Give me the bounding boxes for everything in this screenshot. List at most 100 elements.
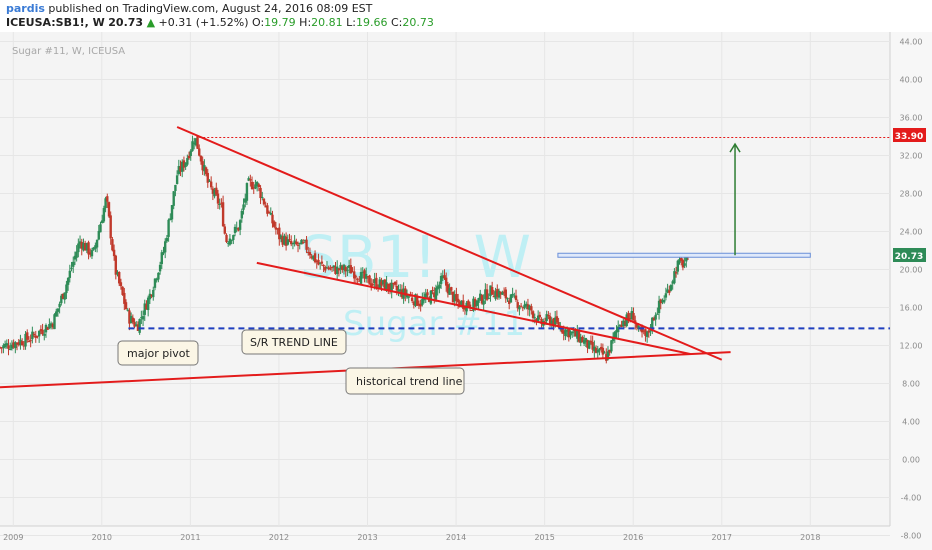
published-text: published on TradingView.com, August 24,… [48,2,373,15]
candle-body [431,289,434,291]
candle-body [533,317,536,319]
candle-body [204,167,208,175]
price-tick-label: 24.00 [900,228,923,237]
candle-body [671,281,674,284]
candle-body [167,219,170,237]
candle-body [163,241,167,253]
time-tick-label: 2012 [269,533,289,542]
callout-historical-text: historical trend line [356,375,463,388]
candle-body [564,329,567,337]
candle-body [594,348,598,353]
candle-body [383,279,387,290]
candle-body [89,252,92,255]
candle-body [591,342,594,350]
candle-body [199,155,203,162]
candle-body [3,343,7,348]
price-axis [890,32,932,550]
candle-body [450,287,453,291]
candle-body [354,276,358,278]
candle-body [2,345,5,349]
price-tick-label: 0.00 [902,456,920,465]
candle-body [487,297,490,299]
candle-body [60,295,63,304]
candle-body [492,295,496,298]
candle-body [477,298,480,303]
candle-body [674,272,678,274]
candle-body [482,300,485,305]
candle-body [198,148,201,156]
last-price-label: 20.73 [893,248,926,262]
candle-body [274,227,278,230]
candle-body [72,261,75,267]
candle-body [499,291,502,295]
candle-body [683,263,686,266]
candle-body [358,280,361,282]
time-tick-label: 2015 [534,533,554,542]
candle-body [259,187,262,199]
price-chart[interactable]: SB1!, W Sugar #11 Sugar #11, W, ICEUSA m… [0,32,932,550]
candle-body [39,329,43,332]
candle-body [426,292,429,296]
candle-body [397,289,400,292]
candle-body [421,298,424,305]
callout-major-pivot: major pivot [117,340,199,366]
candle-body [480,295,484,304]
candle-body [37,330,41,337]
candle-body [192,142,196,144]
callout-sr-text: S/R TREND LINE [250,336,338,349]
candle-body [145,304,148,310]
candle-body [34,335,37,338]
candle-body [632,313,635,321]
candle-body [15,342,19,345]
author-link[interactable]: pardis [6,2,45,15]
candle-body [32,333,36,335]
candle-body [22,345,26,347]
candle-body [165,237,169,242]
candle-body [296,244,300,246]
candle-body [439,275,443,285]
candle-body [363,270,366,279]
candle-body [70,267,73,269]
candle-body [284,236,288,246]
candle-body [58,303,61,308]
candle-body [267,212,271,214]
candle-body [581,336,584,343]
candle-body [303,240,307,242]
callout-historical-trend-line: historical trend line [345,367,465,395]
candle-body [194,138,198,146]
candle-body [616,326,620,333]
candle-body [485,289,489,300]
candle-body [405,295,409,298]
candle-body [407,296,410,298]
candle-body [416,295,419,306]
candle-body [414,294,417,307]
candle-body [330,267,334,269]
candle-body [557,321,560,328]
candle-body [613,331,616,338]
candle-body [511,293,514,296]
candle-body [347,265,351,268]
candle-body [681,260,685,268]
close-label: C: [391,16,403,29]
candle-body [29,340,32,342]
candle-body [593,346,596,352]
candle-body [276,228,279,230]
candle-body [501,292,504,295]
candlestick-series [0,135,690,364]
price-axis-labels: 44.00 40.00 36.00 32.00 28.00 24.00 20.00 16.00… [900,38,923,541]
candle-body [228,238,232,245]
candle-body [521,307,525,309]
resistance-zone [557,252,811,258]
candle-body [152,289,155,298]
candle-body [307,251,310,253]
watermark-symbol: SB1!, W [300,223,531,291]
candle-body [242,204,245,210]
candle-body [657,300,661,314]
candle-body [652,318,656,321]
candle-body [10,344,14,349]
candle-body [208,180,211,182]
candle-body [12,342,15,348]
candle-body [83,242,87,251]
candle-body [490,286,494,295]
candle-body [112,249,116,257]
